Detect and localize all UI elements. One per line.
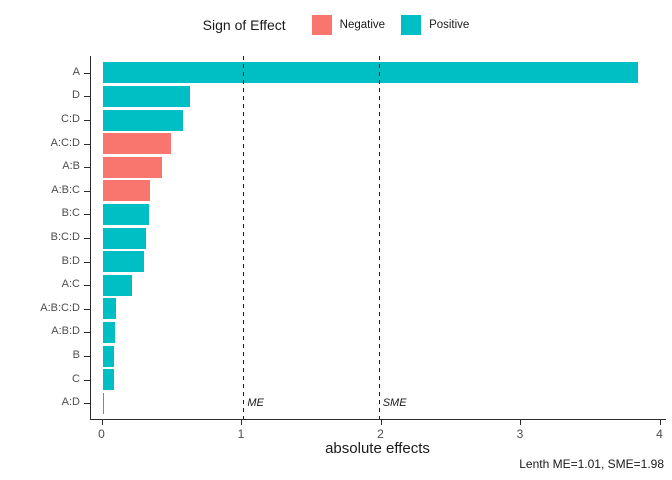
caption: Lenth ME=1.01, SME=1.98	[519, 457, 664, 471]
y-axis-tick	[84, 167, 90, 169]
bar-A:C:D	[102, 133, 171, 155]
bar-A:C	[102, 274, 132, 296]
x-axis-tick-label-4: 4	[656, 427, 663, 441]
y-axis-tick	[84, 261, 90, 263]
reference-line-label-me: ME	[247, 397, 264, 409]
legend-label-negative: Negative	[339, 19, 386, 31]
y-axis-tick	[84, 379, 90, 381]
y-axis-label-A:B: A:B	[62, 160, 80, 173]
bar-C	[102, 369, 114, 391]
y-axis-tick	[84, 403, 90, 405]
y-axis-tick	[84, 143, 90, 145]
x-axis-tick	[380, 420, 382, 425]
x-axis-tick-label-0: 0	[98, 427, 105, 441]
bar-B:C:D	[102, 227, 146, 249]
x-axis-tick-label-1: 1	[237, 427, 245, 441]
y-axis-label-D: D	[72, 89, 80, 102]
y-axis-label-C:D: C:D	[61, 113, 80, 125]
y-axis-tick	[84, 214, 90, 216]
y-axis-label-A:C:D: A:C:D	[50, 136, 80, 149]
y-axis-label-A:B:C: A:B:C	[51, 183, 80, 196]
y-axis-tick	[84, 332, 90, 334]
bar-D	[102, 85, 191, 107]
legend: Sign of Effect Negative Positive	[0, 13, 672, 37]
bar-A:B:C	[102, 180, 150, 202]
y-axis-label-A:B:C:D: A:B:C:D	[40, 301, 80, 314]
x-axis-tick-label-2: 2	[377, 427, 384, 441]
bar-B:D	[102, 251, 145, 273]
negative-color-swatch	[311, 15, 332, 35]
y-axis-tick	[84, 238, 90, 239]
x-axis-tick	[659, 420, 661, 425]
y-axis-label-B:C:D: B:C:D	[50, 231, 80, 243]
y-axis-label-C: C	[72, 372, 80, 385]
y-axis-tick	[84, 285, 90, 287]
y-axis-tick	[84, 190, 90, 192]
legend-label-positive: Positive	[429, 19, 470, 31]
reference-line-me	[243, 56, 245, 419]
y-axis-label-B:D: B:D	[61, 254, 80, 267]
y-axis-tick	[84, 356, 90, 357]
y-axis-tick	[84, 72, 90, 74]
x-axis-title: absolute effects	[325, 440, 430, 457]
y-axis-label-A:D: A:D	[61, 396, 80, 409]
y-axis-label-B:C: B:C	[61, 207, 80, 220]
legend-title: Sign of Effect	[202, 17, 286, 33]
y-axis-label-A:C: A:C	[61, 278, 80, 291]
legend-item-positive: Positive	[401, 15, 469, 35]
reference-line-label-sme: SME	[382, 397, 407, 409]
bar-A	[102, 62, 639, 84]
y-axis-tick	[84, 96, 90, 98]
y-axis-label-B: B	[72, 349, 80, 361]
plot-panel: ME SME	[90, 56, 666, 420]
bar-A:D	[102, 392, 104, 414]
legend-item-negative: Negative	[311, 15, 386, 35]
x-axis-tick-label-3: 3	[516, 427, 524, 441]
reference-line-sme	[378, 56, 380, 419]
bar-A:B:C:D	[102, 298, 117, 320]
bar-A:B	[102, 156, 163, 178]
positive-color-swatch	[401, 15, 422, 35]
bar-B:C	[102, 203, 149, 225]
y-axis-tick	[84, 120, 90, 121]
bar-C:D	[102, 109, 184, 131]
x-axis-tick	[241, 420, 242, 425]
y-axis-label-A: A	[72, 65, 80, 78]
x-axis-tick	[520, 420, 521, 425]
bar-A:B:D	[102, 321, 116, 343]
y-axis-label-A:B:D: A:B:D	[51, 325, 80, 338]
x-axis-tick	[101, 420, 103, 425]
y-axis-tick	[84, 308, 90, 310]
bar-B	[102, 345, 114, 367]
